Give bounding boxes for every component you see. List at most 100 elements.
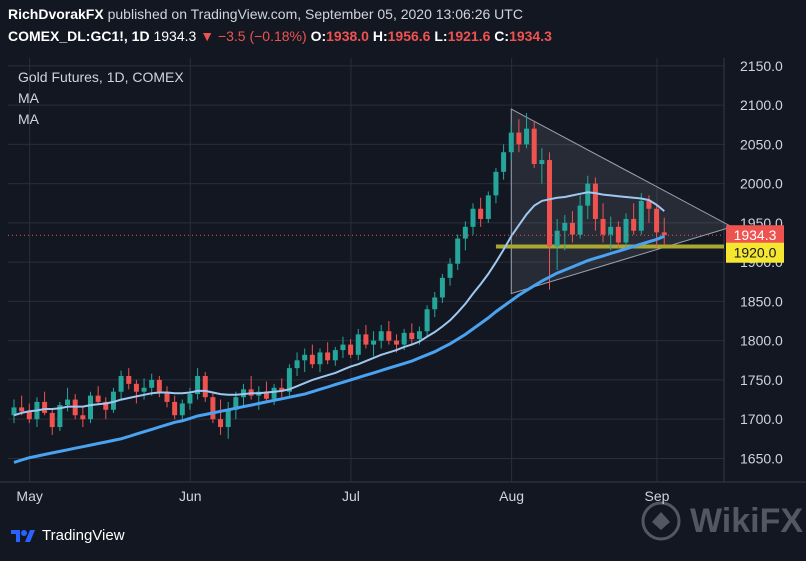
candle-body: [401, 332, 407, 345]
down-arrow-icon: ▼: [200, 28, 215, 44]
candle-body: [501, 152, 507, 172]
candle-body: [42, 401, 48, 413]
candle-body: [149, 379, 155, 388]
candle-body: [631, 218, 637, 231]
brand-text: TradingView: [42, 527, 125, 544]
candle-body: [103, 401, 109, 410]
candle-body: [88, 395, 93, 420]
support-tag: 1920.0: [734, 245, 777, 261]
candle-body: [80, 415, 86, 420]
candle-body: [172, 401, 178, 416]
candle-body: [286, 368, 292, 392]
candle-body: [462, 226, 468, 239]
candle-body: [271, 387, 277, 399]
candle-body: [386, 331, 392, 341]
candle-body: [110, 391, 116, 410]
change: −3.5 (−0.18%): [217, 28, 307, 44]
ma-legend-2[interactable]: MA: [18, 111, 40, 127]
candle-body: [164, 391, 170, 402]
ma-legend-1[interactable]: MA: [18, 90, 40, 106]
price-tags: 1934.3 1920.0: [8, 225, 784, 263]
candle-body: [233, 397, 239, 410]
candle-body: [317, 352, 323, 365]
moving-averages: [13, 191, 665, 464]
candle-body: [49, 412, 55, 428]
candle-body: [577, 205, 583, 235]
ma-slow-line: [13, 234, 665, 464]
x-axis[interactable]: May Jun Jul Aug Sep: [0, 481, 806, 504]
candle-body: [279, 387, 285, 392]
candle-body: [608, 226, 614, 235]
support-tag-bg: [726, 242, 784, 263]
y-tick-label: 1850.0: [740, 293, 783, 309]
candle-body: [371, 340, 377, 345]
y-tick-label: 2150.0: [740, 58, 783, 74]
candle-body: [661, 232, 667, 236]
candle-body: [592, 183, 598, 219]
candle-body: [623, 218, 629, 243]
candle-body: [202, 376, 208, 398]
low-value: 1921.6: [447, 28, 491, 44]
candle-body: [340, 344, 346, 351]
open-value: 1938.0: [326, 28, 369, 44]
x-tick-label: Jun: [179, 488, 202, 504]
candle-body: [447, 263, 453, 278]
published-text: published on TradingView.com, September …: [107, 6, 523, 22]
y-tick-label: 2050.0: [740, 136, 783, 152]
x-tick-label: Sep: [644, 488, 669, 504]
candle-body: [424, 309, 430, 332]
candle-body: [141, 387, 147, 392]
y-tick-label: 1700.0: [740, 411, 783, 427]
candle-body: [294, 360, 300, 369]
close-label: C:: [494, 28, 510, 44]
candle-body: [355, 334, 361, 355]
candle-body: [493, 171, 499, 196]
chart-pane[interactable]: [0, 58, 806, 515]
candle-body: [547, 160, 552, 247]
candle-body: [218, 419, 224, 428]
candle-body: [210, 397, 216, 420]
low-label: L:: [434, 28, 448, 44]
candle-body: [348, 344, 354, 355]
y-tick-label: 2000.0: [740, 176, 783, 192]
candle-body: [562, 222, 568, 231]
candle-body: [638, 200, 644, 231]
symbol-bar: COMEX_DL:GC1!, 1D 1934.3 ▼ −3.5 (−0.18%)…: [8, 28, 552, 44]
high-label: H:: [372, 28, 388, 44]
candle-body: [478, 208, 484, 219]
open-label: O:: [310, 28, 327, 44]
candle-body: [646, 200, 652, 209]
candle-body: [363, 334, 369, 345]
candle-body: [11, 407, 17, 416]
author-name[interactable]: RichDvorakFX: [8, 6, 104, 22]
x-tick-label: Aug: [499, 488, 524, 504]
candle-body: [19, 407, 25, 412]
publish-info: RichDvorakFX published on TradingView.co…: [8, 6, 523, 22]
y-tick-label: 1750.0: [740, 372, 783, 388]
x-tick-label: May: [16, 488, 42, 504]
candle-body: [432, 297, 438, 310]
candle-body: [508, 132, 514, 153]
chart-title: Gold Futures, 1D, COMEX: [18, 69, 184, 85]
y-tick-label: 1650.0: [740, 450, 783, 466]
candle-body: [325, 352, 331, 361]
ma-fast-line: [13, 191, 665, 417]
candle-body: [133, 383, 139, 392]
candle-body: [615, 226, 621, 243]
candle-body: [302, 354, 308, 361]
candle-body: [531, 128, 537, 164]
tradingview-logo[interactable]: TradingView: [10, 527, 125, 544]
y-tick-label: 2100.0: [740, 97, 783, 113]
candle-body: [95, 395, 101, 402]
candle-body: [394, 340, 399, 345]
candle-body: [65, 399, 71, 406]
candle-body: [600, 218, 606, 235]
candle-body: [57, 405, 63, 428]
high-value: 1956.6: [387, 28, 431, 44]
last-price-tag: 1934.3: [734, 227, 777, 243]
tradingview-icon: [11, 529, 35, 542]
watermark: WikiFX: [640, 500, 803, 542]
y-tick-label: 1800.0: [740, 333, 783, 349]
candle-body: [187, 394, 193, 404]
